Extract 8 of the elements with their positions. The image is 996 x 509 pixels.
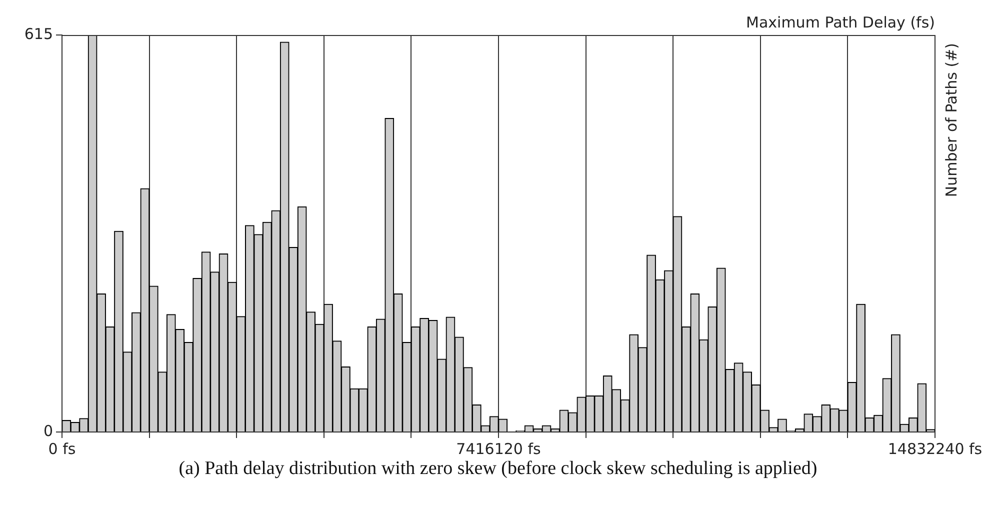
- y-axis-title: Number of Paths (#): [942, 43, 960, 198]
- x-tick-label: 0 fs: [48, 440, 76, 458]
- y-tick-label: 0: [43, 422, 53, 440]
- x-tick-label: 7416120 fs: [456, 440, 542, 458]
- x-tick-label: 14832240 fs: [888, 440, 982, 458]
- x-axis-title: Maximum Path Delay (fs): [746, 13, 935, 32]
- y-tick-label: 615: [24, 24, 53, 43]
- text: (a) Path delay distribution with zero skew (before clock skew scheduling is applied): [178, 458, 818, 480]
